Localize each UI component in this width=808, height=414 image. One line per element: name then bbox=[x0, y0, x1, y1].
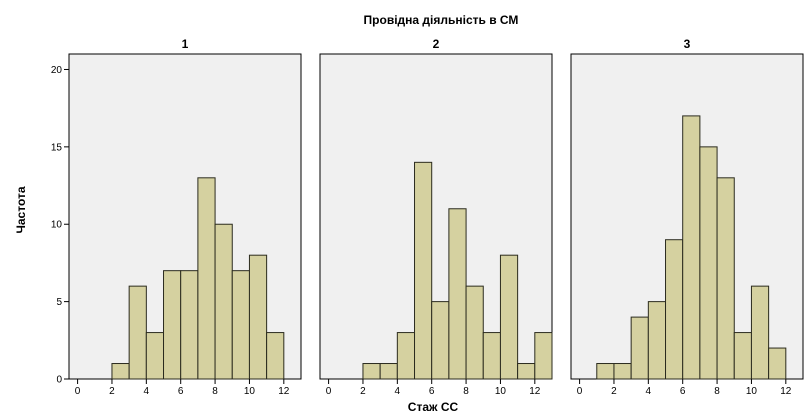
histogram-bar bbox=[448, 208, 467, 380]
histogram-bar bbox=[517, 363, 536, 380]
x-tick-label: 0 bbox=[577, 386, 583, 397]
histogram-bar bbox=[630, 316, 649, 380]
x-tick-label: 2 bbox=[109, 386, 115, 397]
histogram-bar bbox=[596, 363, 615, 380]
histogram-bar bbox=[362, 363, 381, 380]
x-tick-label: 4 bbox=[646, 386, 652, 397]
histogram-bar bbox=[682, 115, 701, 380]
histogram-bar bbox=[214, 223, 233, 380]
x-tick-label: 12 bbox=[529, 386, 541, 397]
x-tick-label: 12 bbox=[278, 386, 290, 397]
histogram-bar bbox=[414, 161, 433, 380]
histogram-bar bbox=[231, 270, 250, 380]
x-tick-label: 6 bbox=[429, 386, 435, 397]
histogram-bar bbox=[431, 301, 450, 380]
histogram-bar bbox=[699, 146, 718, 380]
y-tick-label: 5 bbox=[56, 297, 62, 308]
histogram-bar bbox=[180, 270, 199, 380]
histogram-bar bbox=[266, 332, 285, 380]
histogram-bar bbox=[111, 363, 130, 380]
y-tick-label: 15 bbox=[51, 142, 63, 153]
histogram-bar bbox=[465, 285, 484, 380]
panel-label: 2 bbox=[433, 37, 440, 51]
chart-title: Провідна діяльність в СМ bbox=[364, 13, 519, 27]
histogram-bar bbox=[482, 332, 501, 380]
x-tick-label: 2 bbox=[360, 386, 366, 397]
y-tick-label: 10 bbox=[51, 220, 63, 231]
panel-3: 3 0 2 4 6 8 10 12 bbox=[570, 37, 804, 397]
histogram-bar bbox=[733, 332, 752, 380]
x-tick-label: 4 bbox=[144, 386, 150, 397]
x-tick-label: 6 bbox=[680, 386, 686, 397]
panel-2: 2 0 2 4 6 8 10 12 bbox=[319, 37, 553, 397]
histogram-bar bbox=[379, 363, 398, 380]
histogram-bar bbox=[499, 254, 519, 380]
x-tick-label: 6 bbox=[178, 386, 184, 397]
panel-label: 3 bbox=[684, 37, 691, 51]
panel-label: 1 bbox=[182, 37, 189, 51]
x-tick-label: 8 bbox=[714, 386, 720, 397]
histogram-bar bbox=[128, 285, 147, 380]
x-tick-label: 2 bbox=[611, 386, 617, 397]
x-tick-label: 8 bbox=[212, 386, 218, 397]
histogram-bar bbox=[665, 239, 684, 380]
x-tick-label: 10 bbox=[495, 386, 507, 397]
histogram-bar bbox=[248, 254, 268, 380]
histogram-bar bbox=[396, 332, 416, 380]
x-axis-label: Стаж СС bbox=[408, 400, 459, 414]
histogram-bar bbox=[750, 285, 770, 380]
histogram-bar bbox=[716, 177, 735, 380]
y-tick-label: 20 bbox=[51, 65, 63, 76]
histogram-bar bbox=[613, 363, 632, 380]
x-tick-label: 0 bbox=[326, 386, 332, 397]
x-tick-label: 10 bbox=[746, 386, 758, 397]
x-tick-label: 4 bbox=[395, 386, 401, 397]
histogram-bar bbox=[647, 301, 667, 380]
histogram-bar bbox=[534, 332, 553, 380]
x-tick-label: 10 bbox=[244, 386, 256, 397]
x-tick-label: 0 bbox=[75, 386, 81, 397]
histogram-bar bbox=[197, 177, 216, 380]
y-tick-label: 0 bbox=[56, 375, 62, 386]
y-axis-label: Частота bbox=[14, 186, 28, 233]
x-tick-label: 8 bbox=[463, 386, 469, 397]
histogram-bar bbox=[163, 270, 182, 380]
histogram-bar bbox=[768, 347, 787, 380]
x-tick-label: 12 bbox=[780, 386, 792, 397]
histogram-bar bbox=[145, 332, 165, 380]
